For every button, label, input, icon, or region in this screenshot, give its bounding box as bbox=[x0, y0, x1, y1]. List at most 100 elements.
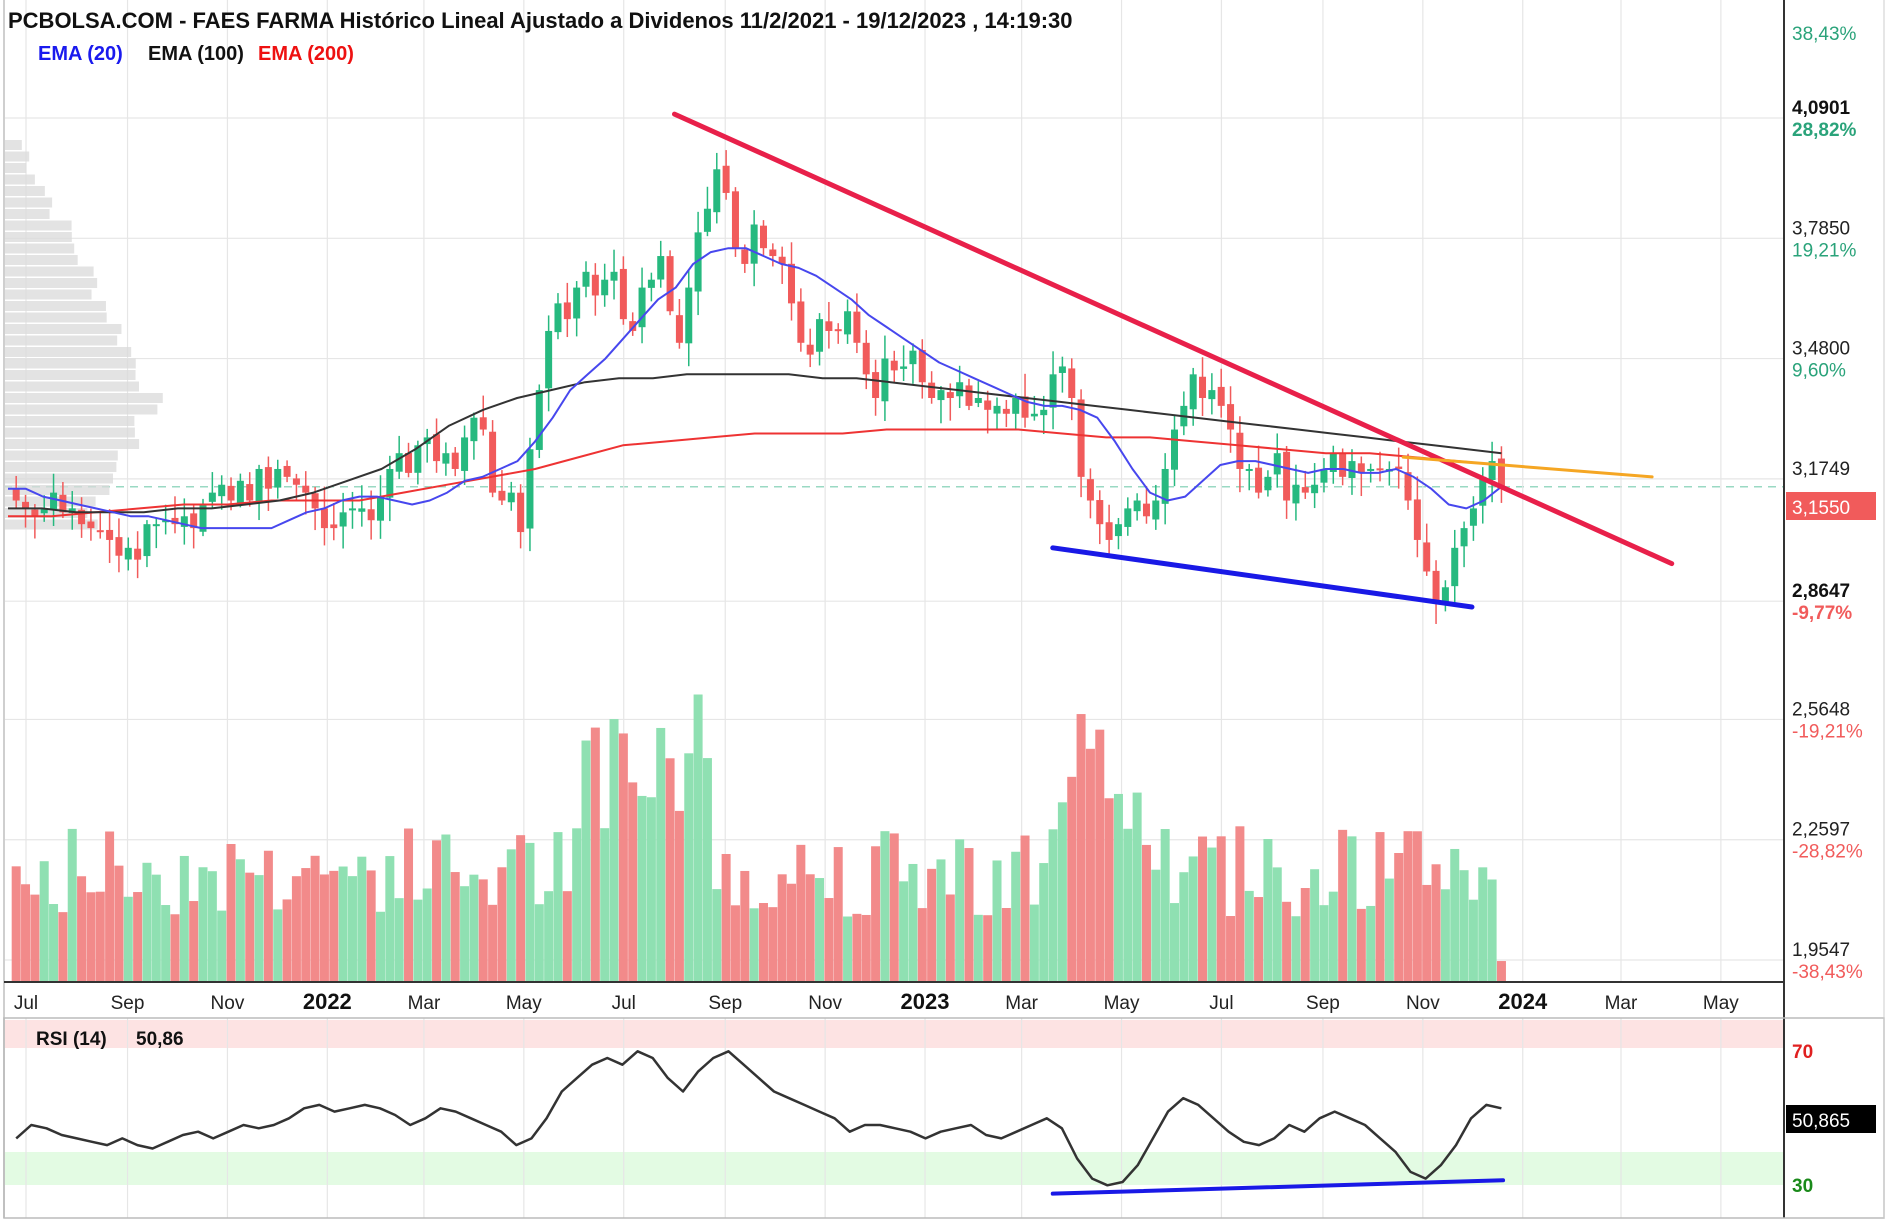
volume-bar bbox=[1235, 826, 1245, 982]
volume-bar bbox=[404, 828, 414, 982]
candle-body bbox=[1404, 472, 1412, 501]
volume-bar bbox=[1394, 852, 1404, 982]
rsi-oversold-zone bbox=[4, 1152, 1784, 1185]
candle-body bbox=[759, 225, 767, 249]
candle-body bbox=[367, 509, 375, 521]
ema-lines bbox=[8, 247, 1503, 530]
volume-profile-bar bbox=[4, 404, 158, 415]
volume-bar bbox=[572, 828, 582, 982]
volume-bar bbox=[1113, 793, 1123, 982]
volume-bar bbox=[506, 849, 516, 982]
volume-profile bbox=[4, 140, 163, 530]
volume-bar bbox=[1095, 729, 1105, 982]
x-tick-label: Mar bbox=[408, 993, 441, 1014]
volume-bar bbox=[908, 863, 918, 982]
candle-body bbox=[1227, 404, 1235, 430]
volume-bar bbox=[945, 894, 955, 982]
volume-profile-bar bbox=[4, 427, 135, 438]
candle-body bbox=[1488, 461, 1496, 481]
candle-body bbox=[965, 385, 973, 406]
candle-body bbox=[1451, 547, 1459, 587]
volume-bar bbox=[1029, 904, 1039, 982]
candle-body bbox=[1096, 500, 1104, 525]
volume-bar bbox=[11, 866, 21, 982]
y-tick-price: 3,1749 bbox=[1792, 459, 1850, 480]
volume-bar bbox=[460, 886, 470, 982]
x-tick-label: Nov bbox=[808, 993, 842, 1014]
volume-profile-bar bbox=[4, 324, 122, 334]
volume-bar bbox=[497, 867, 507, 982]
candle-body bbox=[703, 208, 711, 232]
volume-bar bbox=[1440, 889, 1450, 982]
volume-profile-bar bbox=[4, 335, 118, 346]
volume-bar bbox=[665, 758, 675, 982]
candle-body bbox=[582, 271, 590, 287]
volume-bar bbox=[758, 903, 768, 982]
candle-body bbox=[1161, 468, 1169, 504]
volume-bar bbox=[1338, 829, 1348, 982]
volume-bar bbox=[600, 828, 610, 982]
volume-bar bbox=[1216, 836, 1226, 982]
volume-bar bbox=[179, 855, 189, 982]
volume-bar bbox=[693, 694, 703, 982]
candle-body bbox=[405, 452, 413, 473]
candle-body bbox=[1236, 432, 1244, 469]
volume-bar bbox=[338, 866, 348, 982]
x-tick-label: Nov bbox=[211, 993, 245, 1014]
volume-bar bbox=[955, 839, 965, 982]
volume-profile-bar bbox=[4, 381, 140, 392]
candle-body bbox=[358, 508, 366, 512]
candle-body bbox=[769, 249, 777, 257]
volume-bar bbox=[1141, 844, 1151, 982]
candle-body bbox=[320, 508, 328, 529]
x-tick-label: 2023 bbox=[901, 989, 950, 1014]
candle-body bbox=[152, 524, 160, 527]
volume-bar bbox=[49, 904, 59, 982]
candle-body bbox=[1002, 408, 1010, 414]
volume-bar bbox=[273, 909, 283, 982]
volume-bar bbox=[86, 892, 96, 982]
candle-body bbox=[414, 445, 422, 473]
volume-bar bbox=[917, 908, 927, 982]
rsi-last-label: 50,865 bbox=[1792, 1111, 1850, 1132]
ema20-line bbox=[8, 247, 1503, 530]
ema100-line bbox=[8, 373, 1502, 514]
candle-body bbox=[956, 382, 964, 397]
volume-bar bbox=[217, 910, 227, 982]
volume-bar bbox=[712, 889, 722, 982]
volume-bar bbox=[1207, 847, 1217, 982]
candle-body bbox=[134, 548, 142, 560]
candle-body bbox=[844, 311, 852, 335]
volume-bar bbox=[1468, 899, 1478, 982]
ema200-line bbox=[8, 428, 1502, 518]
trendline-support bbox=[1050, 545, 1475, 610]
y-tick-price: 4,0901 bbox=[1792, 98, 1851, 119]
volume-bar bbox=[1132, 792, 1142, 982]
candle-body bbox=[816, 319, 824, 352]
candle-body bbox=[461, 437, 469, 471]
rsi-level-70: 70 bbox=[1792, 1042, 1813, 1063]
candle-body bbox=[50, 492, 58, 510]
legend-ema200: EMA (200) bbox=[258, 43, 354, 65]
candle-body bbox=[12, 488, 20, 501]
candle-body bbox=[1077, 399, 1085, 477]
volume-bar bbox=[1085, 748, 1095, 982]
x-tick-label: Sep bbox=[111, 993, 145, 1014]
volume-bar bbox=[413, 899, 423, 982]
candle-body bbox=[339, 512, 347, 527]
volume-bar bbox=[357, 856, 367, 982]
volume-bar bbox=[1179, 872, 1189, 982]
volume-bar bbox=[656, 727, 666, 982]
candle-body bbox=[96, 530, 104, 533]
volume-bar bbox=[432, 840, 442, 982]
volume-bar bbox=[637, 795, 647, 982]
candle-body bbox=[479, 417, 487, 430]
volume-bar bbox=[674, 810, 684, 982]
candle-body bbox=[629, 321, 637, 331]
volume-bar bbox=[796, 844, 806, 982]
candle-body bbox=[1012, 397, 1020, 414]
candle-body bbox=[1339, 452, 1347, 477]
volume-bar bbox=[1057, 802, 1067, 982]
volume-bar bbox=[301, 868, 311, 982]
volume-bar bbox=[478, 879, 488, 982]
